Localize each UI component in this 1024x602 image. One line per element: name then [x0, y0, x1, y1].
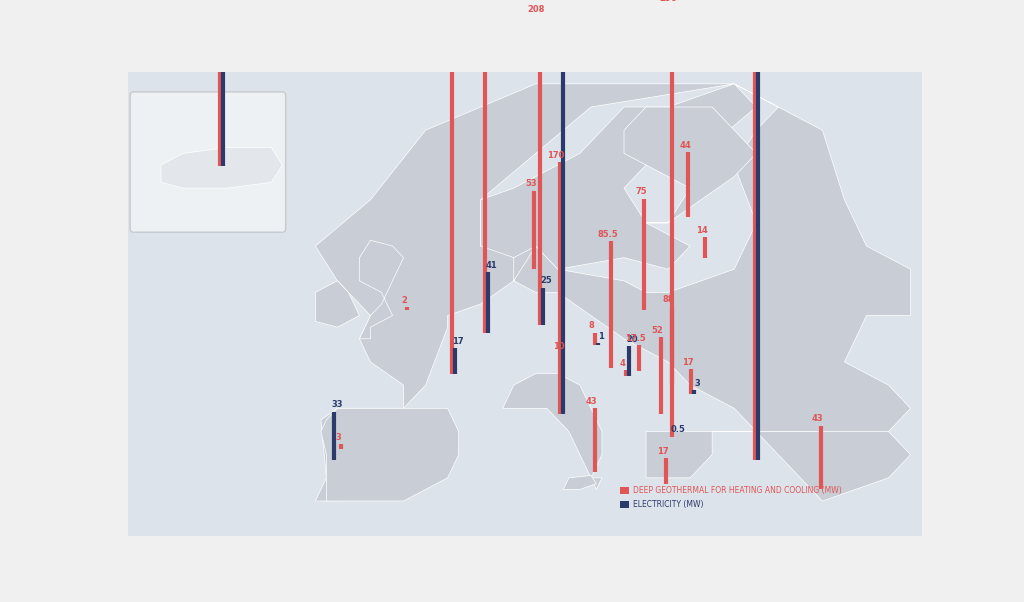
Text: 85.5: 85.5: [598, 229, 618, 238]
Text: 4: 4: [620, 359, 626, 368]
Text: 17.5: 17.5: [626, 334, 646, 343]
Text: 17: 17: [453, 337, 464, 346]
Text: 256: 256: [659, 0, 678, 3]
Text: 44: 44: [679, 140, 691, 149]
Text: 17: 17: [682, 358, 693, 367]
Text: 52: 52: [651, 326, 664, 335]
Text: 20: 20: [627, 335, 638, 344]
Text: 3: 3: [694, 379, 700, 388]
FancyBboxPatch shape: [621, 501, 629, 508]
Polygon shape: [315, 281, 359, 327]
Text: 33: 33: [331, 400, 343, 409]
Polygon shape: [646, 432, 712, 478]
Text: 25: 25: [541, 276, 552, 285]
Text: 41: 41: [485, 261, 497, 270]
Text: 10: 10: [553, 341, 564, 350]
Polygon shape: [503, 373, 602, 489]
FancyBboxPatch shape: [621, 487, 629, 494]
Polygon shape: [624, 107, 757, 223]
Text: 53: 53: [525, 179, 537, 188]
Polygon shape: [712, 432, 910, 501]
Text: 3: 3: [335, 433, 341, 442]
Text: 170: 170: [548, 150, 565, 160]
Polygon shape: [480, 84, 757, 269]
Text: 208: 208: [527, 5, 545, 14]
Polygon shape: [0, 130, 7, 408]
Polygon shape: [315, 84, 910, 501]
Text: 8: 8: [589, 321, 594, 330]
Text: 17: 17: [657, 447, 669, 456]
Text: 1: 1: [598, 332, 604, 341]
Text: DEEP GEOTHERMAL FOR HEATING AND COOLING (MW): DEEP GEOTHERMAL FOR HEATING AND COOLING …: [633, 486, 842, 495]
Text: 43: 43: [586, 397, 597, 406]
FancyBboxPatch shape: [130, 92, 286, 232]
Polygon shape: [563, 476, 596, 489]
Text: 2: 2: [401, 296, 408, 305]
Text: 14: 14: [696, 226, 708, 235]
Polygon shape: [161, 147, 283, 188]
Text: ELECTRICITY (MW): ELECTRICITY (MW): [633, 500, 703, 509]
Text: 43: 43: [812, 414, 823, 423]
Polygon shape: [321, 408, 459, 501]
Text: 75: 75: [635, 187, 647, 196]
Text: 88: 88: [663, 296, 675, 305]
Text: 0.5: 0.5: [671, 425, 686, 434]
Polygon shape: [359, 240, 403, 339]
